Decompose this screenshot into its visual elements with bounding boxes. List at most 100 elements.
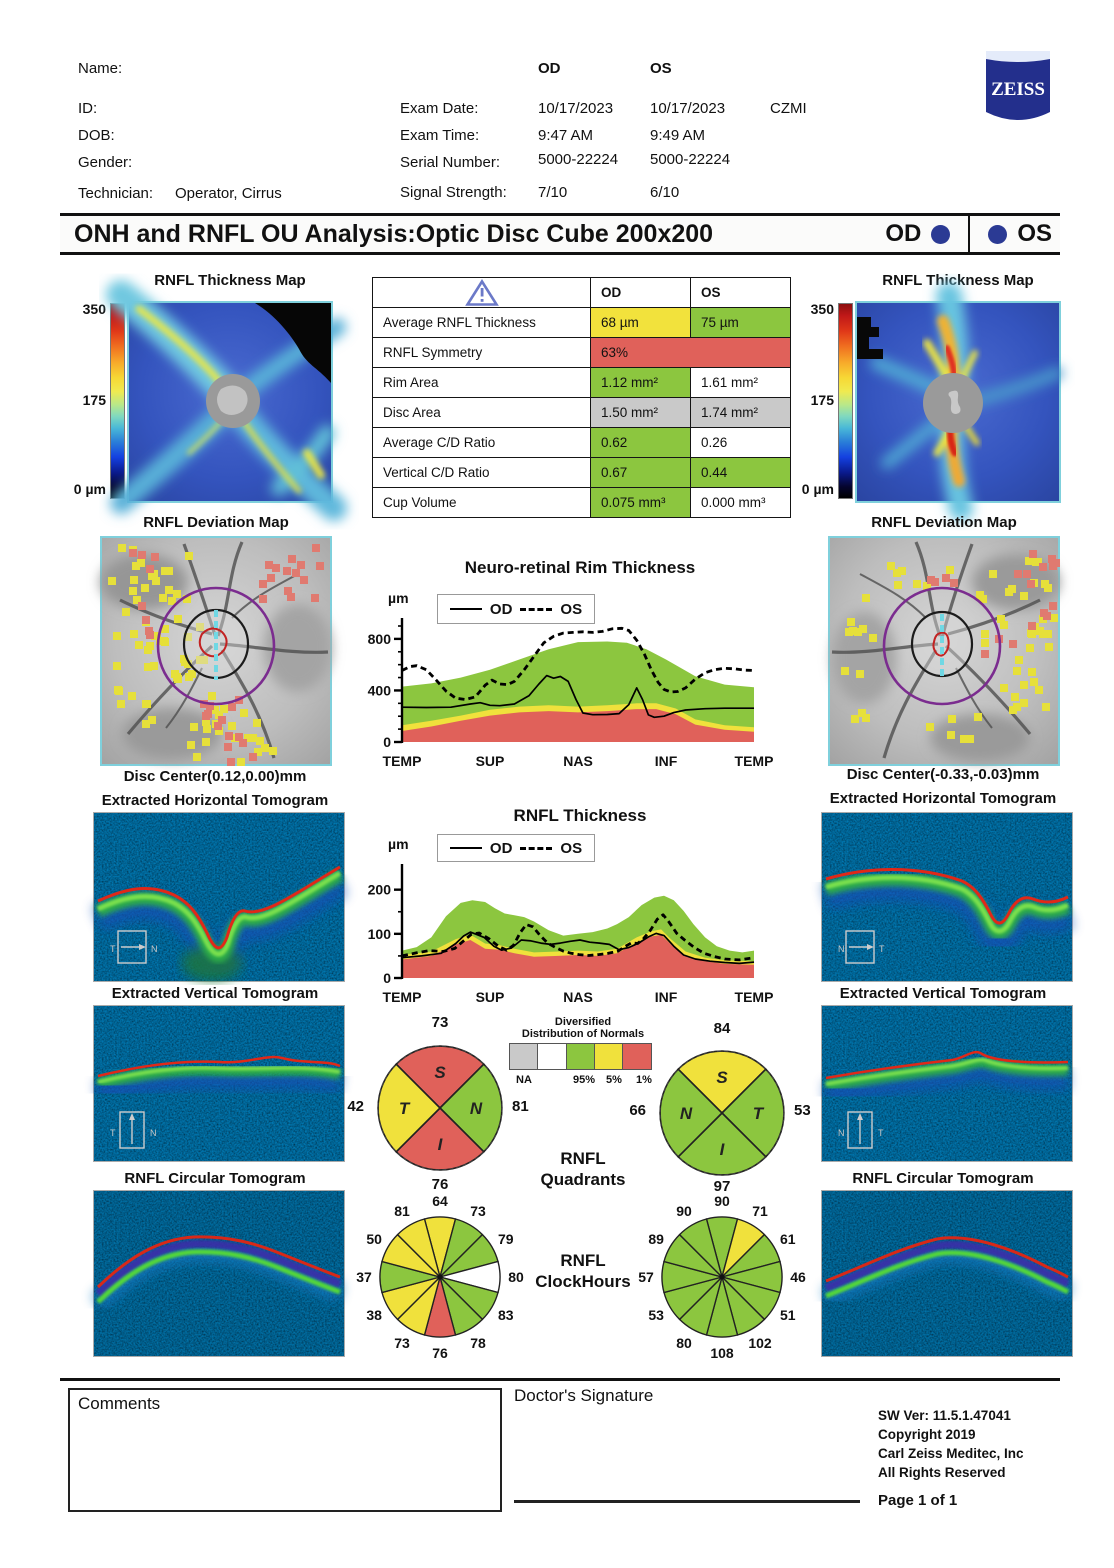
svg-text:51: 51 <box>780 1307 796 1323</box>
footer-divider <box>60 1378 1060 1381</box>
od-thickness-map-image <box>106 280 347 521</box>
row-value-ou: 63% <box>590 337 791 368</box>
os-map-cutout <box>857 317 883 359</box>
os-thickness-map <box>855 282 1063 521</box>
svg-text:38: 38 <box>366 1307 382 1323</box>
quadrant-od-nasal-value: 81 <box>512 1098 529 1115</box>
row-label: Rim Area <box>372 367 591 398</box>
legend-os-label: OS <box>560 839 583 857</box>
svg-text:37: 37 <box>356 1269 372 1285</box>
od-thickness-map <box>106 280 347 521</box>
quadrant-od-superior-value: 73 <box>431 1014 449 1031</box>
svg-text:TEMP: TEMP <box>383 753 422 769</box>
svg-text:SUP: SUP <box>476 989 505 1005</box>
os-thickness-scalebar <box>838 303 853 499</box>
exam-time-os: 9:49 AM <box>650 127 706 144</box>
quadrants-label-line2: Quadrants <box>540 1170 626 1189</box>
clockhours-label-line1: RNFL <box>560 1251 606 1270</box>
svg-text:TEMP: TEMP <box>383 989 422 1005</box>
od-scale-top: 350 <box>82 301 106 317</box>
svg-text:71: 71 <box>752 1203 768 1219</box>
rnfl-clockhours-label: RNFL ClockHours <box>505 1250 661 1292</box>
rim-chart-legend: OD OS <box>437 594 595 624</box>
legend-os-label: OS <box>560 600 583 618</box>
row-label: RNFL Symmetry <box>372 337 591 368</box>
os-disc-center: Disc Center(-0.33,-0.03)mm <box>846 766 1040 783</box>
table-row: Disc Area 1.50 mm² 1.74 mm² <box>372 397 791 428</box>
name-label: Name: <box>78 60 123 77</box>
od-horizontal-tomogram-image: T N <box>92 813 347 981</box>
legend-swatch <box>622 1043 653 1070</box>
svg-text:SUP: SUP <box>476 753 505 769</box>
rim-chart-title: Neuro-retinal Rim Thickness <box>464 558 696 577</box>
od-indicator-label: OD <box>885 220 922 247</box>
normals-legend-swatches <box>509 1043 653 1070</box>
signal-os: 6/10 <box>650 184 680 201</box>
exam-time-od: 9:47 AM <box>538 127 594 144</box>
rnfl-chart-plot: 0 100 200 TEMP SUP NAS INF TEMP <box>368 864 773 1005</box>
table-row: Cup Volume 0.075 mm³ 0.000 mm³ <box>372 487 791 518</box>
od-calculation-circle <box>156 586 276 706</box>
svg-text:400: 400 <box>368 682 392 698</box>
exam-date-os: 10/17/2023 <box>650 100 726 117</box>
svg-text:102: 102 <box>748 1335 772 1351</box>
page-number: Page 1 of 1 <box>878 1492 958 1509</box>
sw-version: SW Ver: 11.5.1.47041 <box>878 1408 1011 1423</box>
rnfl-clockhours-os: 90 71 61 46 51 102 108 80 53 57 89 90 <box>638 1193 806 1361</box>
od-vertical-tomogram-title: Extracted Vertical Tomogram <box>111 985 319 1002</box>
od-disc-center: Disc Center(0.12,0.00)mm <box>123 768 307 785</box>
marker-left-letter: T <box>110 944 116 954</box>
eye-indicators: OD OS <box>885 216 1060 252</box>
quadrant-os-superior-value: 84 <box>713 1020 731 1037</box>
legend-swatch <box>509 1043 539 1070</box>
title-bar: ONH and RNFL OU Analysis:Optic Disc Cube… <box>60 213 1060 255</box>
os-deviation-map <box>828 536 1060 766</box>
od-scale-bottom: 0 µm <box>73 481 106 497</box>
normals-legend-labels: NA 95% 5% 1% <box>509 1074 659 1086</box>
svg-text:80: 80 <box>676 1335 692 1351</box>
rnfl-quadrants-os: S T I N <box>659 1050 785 1176</box>
svg-text:90: 90 <box>676 1203 692 1219</box>
row-value-od: 0.62 <box>590 427 691 458</box>
technician-label: Technician: <box>78 185 154 202</box>
normals-legend-title: Diversified Distribution of Normals <box>505 1016 661 1040</box>
os-horizontal-tomogram-title: Extracted Horizontal Tomogram <box>829 790 1057 807</box>
svg-text:I: I <box>438 1135 444 1154</box>
dob-label: DOB: <box>78 127 115 144</box>
od-column-header: OD <box>538 60 561 77</box>
row-value-od: 0.67 <box>590 457 691 488</box>
svg-text:89: 89 <box>648 1231 664 1247</box>
svg-text:NAS: NAS <box>563 753 593 769</box>
os-horizontal-tomogram: N T <box>821 812 1074 982</box>
marker-right-letter: T <box>878 1128 884 1138</box>
marker-right-letter: T <box>879 944 885 954</box>
normals-legend-title-line2: Distribution of Normals <box>521 1028 645 1040</box>
svg-text:90: 90 <box>714 1193 730 1209</box>
warning-icon <box>464 278 499 306</box>
quadrant-os-nasal-value: 66 <box>629 1102 646 1119</box>
legend-swatch-label: NA <box>516 1074 532 1086</box>
marker-left-letter: N <box>838 1128 845 1138</box>
marker-right-letter: N <box>151 944 158 954</box>
svg-text:83: 83 <box>498 1307 514 1323</box>
id-label: ID: <box>78 100 98 117</box>
od-indicator-icon <box>931 224 951 244</box>
zeiss-logo-stripe <box>986 51 1050 62</box>
os-indicator-label: OS <box>1017 220 1052 247</box>
svg-text:78: 78 <box>470 1335 486 1351</box>
svg-text:61: 61 <box>780 1231 796 1247</box>
signal-label: Signal Strength: <box>400 184 507 201</box>
od-circular-tomogram-title: RNFL Circular Tomogram <box>124 1170 306 1187</box>
legend-swatch-label: 95% <box>572 1074 596 1086</box>
quadrant-os-inferior-value: 97 <box>713 1178 731 1195</box>
serial-os: 5000-22224 <box>650 151 731 168</box>
svg-text:73: 73 <box>394 1335 410 1351</box>
os-column-header: OS <box>650 60 672 77</box>
od-deviation-pixels <box>108 544 324 766</box>
summary-table: OD OS Average RNFL Thickness 68 µm 75 µm RN… <box>372 277 791 518</box>
warning-header-cell <box>372 277 591 308</box>
os-horizontal-tomogram-image: N T <box>822 813 1074 981</box>
os-deviation-pixels <box>841 550 1060 743</box>
zeiss-logo-shield <box>986 51 1050 120</box>
os-vertical-tomogram: N T <box>821 1005 1073 1162</box>
